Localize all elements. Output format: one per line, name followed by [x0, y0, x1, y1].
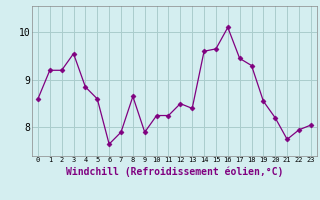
X-axis label: Windchill (Refroidissement éolien,°C): Windchill (Refroidissement éolien,°C) [66, 166, 283, 177]
